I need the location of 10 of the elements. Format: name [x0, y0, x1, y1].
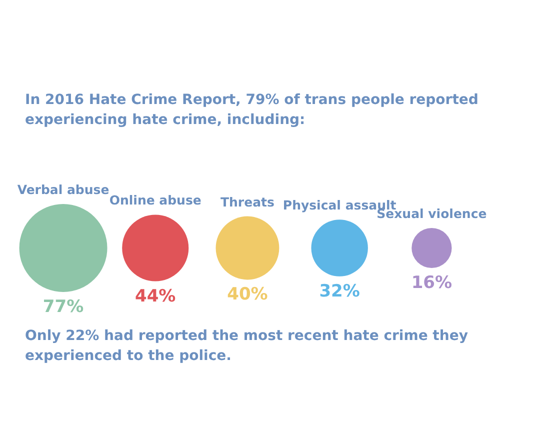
- category-label: Online abuse: [109, 192, 202, 208]
- data-label: 77%: [42, 297, 84, 317]
- data-label: 32%: [319, 281, 360, 302]
- text: Only 22% had reported the most recent hate crime they experienced to the police.: [25, 327, 469, 366]
- category-label: Threats: [220, 194, 274, 210]
- data-label: 40%: [227, 284, 268, 305]
- text: In 2016 Hate Crime Report, 79% of trans people reported experiencing hate crime, including:: [25, 91, 480, 130]
- data-label: 16%: [411, 273, 452, 294]
- data-label: 44%: [135, 286, 176, 306]
- category-label: Verbal abuse: [17, 182, 110, 197]
